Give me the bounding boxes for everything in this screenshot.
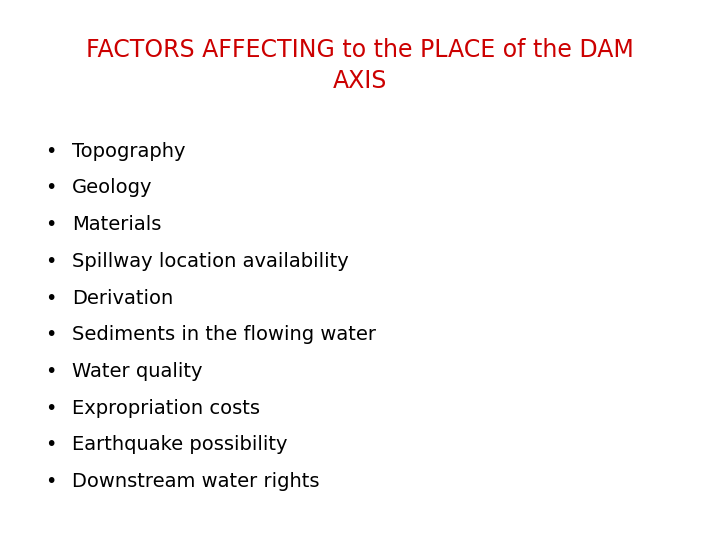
Text: •: • — [45, 325, 56, 345]
Text: Water quality: Water quality — [72, 362, 202, 381]
Text: •: • — [45, 472, 56, 491]
Text: •: • — [45, 252, 56, 271]
Text: •: • — [45, 215, 56, 234]
Text: Topography: Topography — [72, 141, 186, 161]
Text: •: • — [45, 362, 56, 381]
Text: •: • — [45, 435, 56, 455]
Text: •: • — [45, 141, 56, 161]
Text: •: • — [45, 288, 56, 308]
Text: Geology: Geology — [72, 178, 153, 198]
Text: Materials: Materials — [72, 215, 161, 234]
Text: Downstream water rights: Downstream water rights — [72, 472, 320, 491]
Text: •: • — [45, 178, 56, 198]
Text: Sediments in the flowing water: Sediments in the flowing water — [72, 325, 376, 345]
Text: •: • — [45, 399, 56, 418]
Text: Derivation: Derivation — [72, 288, 174, 308]
Text: Spillway location availability: Spillway location availability — [72, 252, 348, 271]
Text: Earthquake possibility: Earthquake possibility — [72, 435, 287, 455]
Text: Expropriation costs: Expropriation costs — [72, 399, 260, 418]
Text: FACTORS AFFECTING to the PLACE of the DAM
AXIS: FACTORS AFFECTING to the PLACE of the DA… — [86, 38, 634, 93]
